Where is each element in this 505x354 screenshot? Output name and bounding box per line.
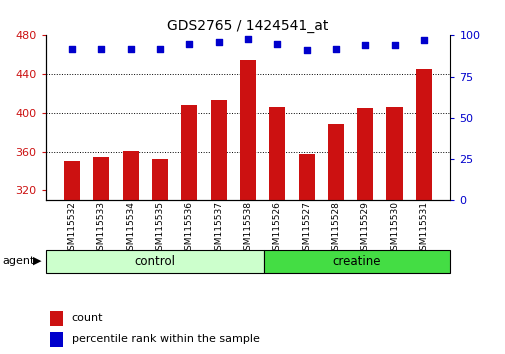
Bar [93, 158, 109, 354]
Bar [415, 69, 431, 354]
Bar [49, 311, 63, 326]
FancyBboxPatch shape [45, 250, 263, 273]
Bar [49, 332, 63, 347]
Point [331, 46, 339, 51]
Point [243, 36, 251, 41]
Bar [152, 159, 168, 354]
Title: GDS2765 / 1424541_at: GDS2765 / 1424541_at [167, 19, 328, 33]
Text: control: control [134, 255, 175, 268]
Point [185, 41, 193, 46]
Bar [269, 107, 285, 354]
Point [126, 46, 134, 51]
Point [361, 42, 369, 48]
Bar [122, 151, 138, 354]
Point [68, 46, 76, 51]
Bar [181, 105, 197, 354]
Point [97, 46, 105, 51]
Bar [64, 161, 80, 354]
Text: agent: agent [3, 256, 35, 266]
Text: creatine: creatine [332, 255, 380, 268]
Point [214, 39, 222, 45]
Text: count: count [72, 313, 103, 323]
Bar [327, 125, 343, 354]
Bar [210, 100, 226, 354]
Bar [386, 107, 402, 354]
FancyBboxPatch shape [263, 250, 449, 273]
Point [156, 46, 164, 51]
Point [273, 41, 281, 46]
Point [390, 42, 398, 48]
Point [302, 47, 310, 53]
Bar [357, 108, 373, 354]
Bar [239, 59, 256, 354]
Point [419, 38, 427, 43]
Text: ▶: ▶ [33, 256, 41, 266]
Text: percentile rank within the sample: percentile rank within the sample [72, 335, 259, 344]
Bar [298, 154, 314, 354]
